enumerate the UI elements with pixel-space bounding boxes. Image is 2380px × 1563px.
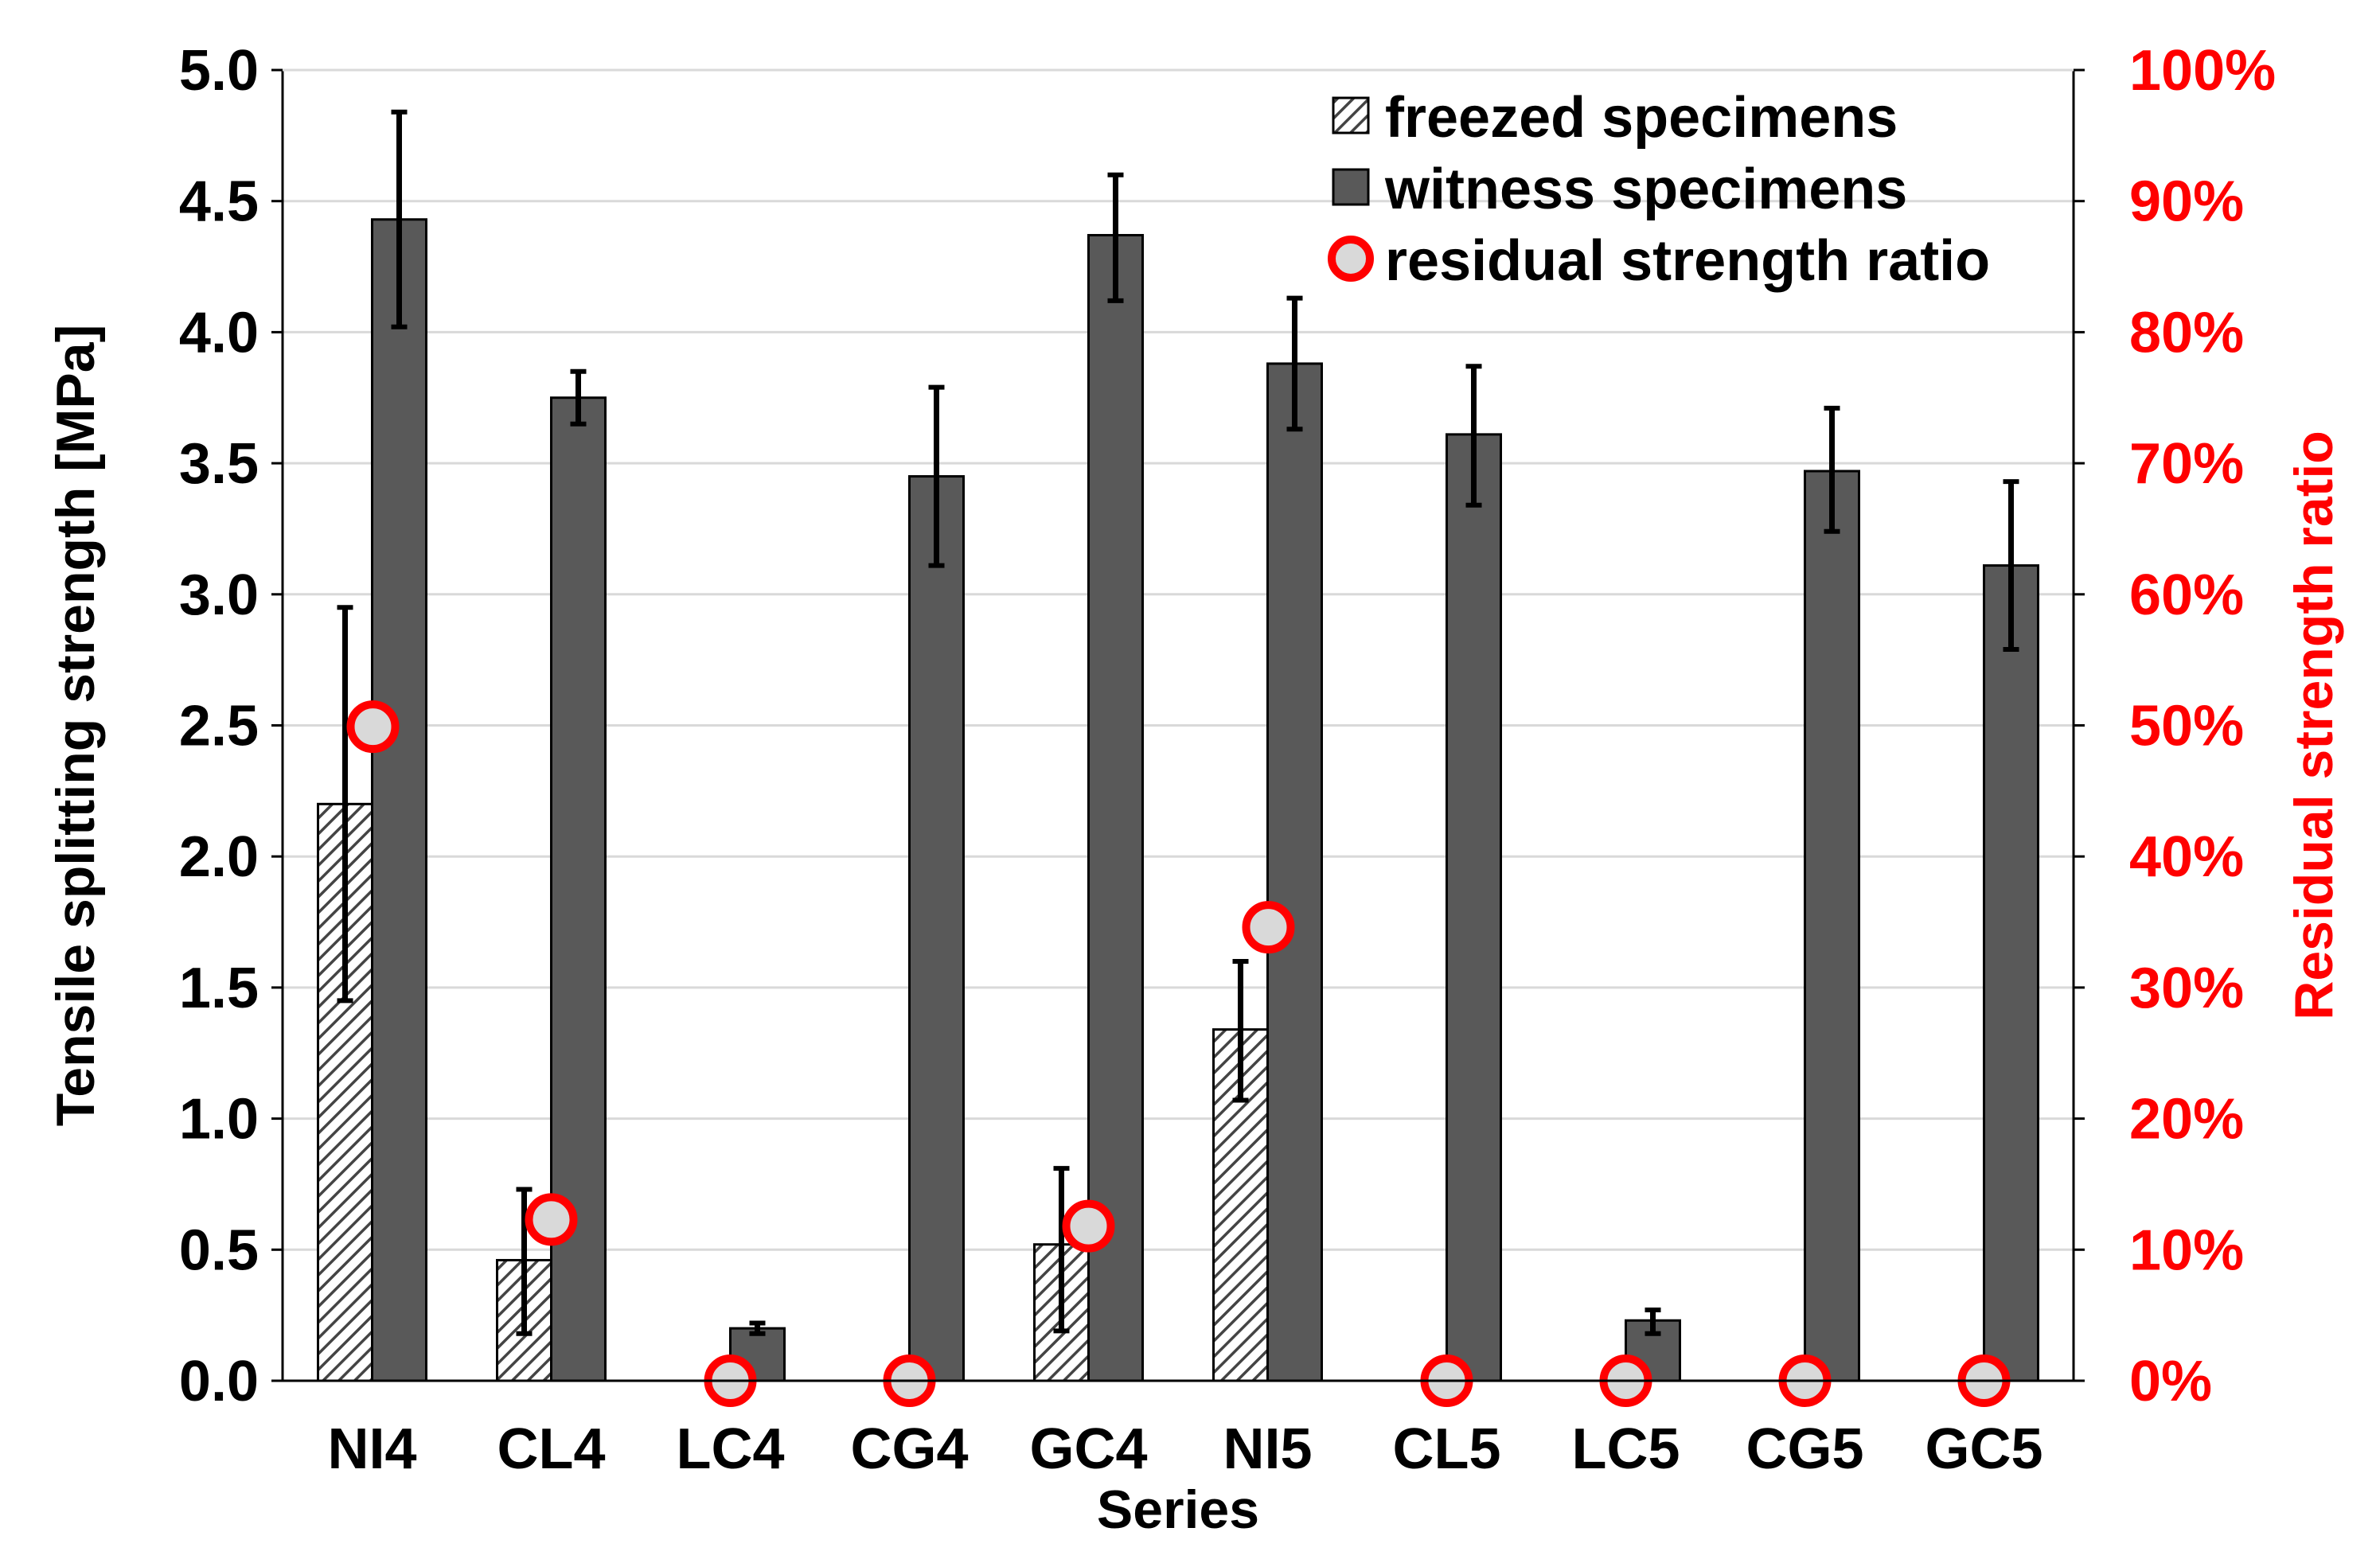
y2-tick-label: 70% [2129, 432, 2244, 496]
y2-axis-title: Residual strength ratio [2284, 431, 2344, 1020]
y2-tick-label: 10% [2129, 1218, 2244, 1282]
x-tick-label: CL4 [497, 1417, 605, 1481]
y-tick-label: 3.5 [179, 432, 259, 496]
legend-label-freezed: freezed specimens [1385, 86, 1898, 150]
y-axis-title: Tensile splitting strength [MPa] [45, 325, 106, 1126]
y2-tick-label: 0% [2129, 1350, 2212, 1413]
y2-tick-label: 30% [2129, 957, 2244, 1020]
x-tick-label: NI5 [1223, 1417, 1312, 1481]
legend-label-witness: witness specimens [1384, 158, 1907, 221]
legend-label-ratio: residual strength ratio [1385, 229, 1990, 293]
y2-tick-label: 50% [2129, 695, 2244, 758]
legend-swatch-witness [1332, 168, 1370, 206]
witness-bar [1266, 362, 1323, 1382]
y-tick-label: 0.0 [179, 1350, 259, 1413]
y-tick-label: 1.5 [179, 957, 259, 1020]
y-tick-label: 4.0 [179, 301, 259, 364]
y-tick-label: 2.5 [179, 695, 259, 758]
legend-swatch-freezed [1332, 96, 1370, 134]
x-tick-label: LC4 [676, 1417, 784, 1481]
axes: 0.0 0.5 1.0 1.5 2.0 2.5 3.0 3.5 4.0 4.5 5.0 0% 10% 20… [45, 39, 2344, 1540]
y2-tick-label: 40% [2129, 825, 2244, 889]
x-tick-label: CG4 [850, 1417, 968, 1481]
y2-tick-label: 60% [2129, 563, 2244, 627]
y-tick-label: 4.5 [179, 170, 259, 234]
ratio-marker [346, 700, 400, 754]
ratio-marker [1242, 901, 1295, 954]
y-tick-label: 0.5 [179, 1218, 259, 1282]
witness-bar [1087, 234, 1144, 1382]
x-tick-label: GC4 [1029, 1417, 1147, 1481]
y2-tick-label: 90% [2129, 170, 2244, 234]
x-tick-label: CL5 [1392, 1417, 1500, 1481]
legend: freezed specimens witness specimens residu… [1328, 86, 1990, 293]
y-tick-label: 3.0 [179, 563, 259, 627]
witness-bar [1446, 433, 1502, 1382]
ratio-marker [1062, 1199, 1115, 1253]
x-tick-label: CG5 [1746, 1417, 1863, 1481]
y2-tick-label: 100% [2129, 39, 2276, 103]
witness-bar [1804, 470, 1860, 1382]
witness-bar [1983, 564, 2039, 1382]
ratio-marker [525, 1193, 578, 1246]
x-tick-label: GC5 [1925, 1417, 2043, 1481]
y2-tick-label: 20% [2129, 1088, 2244, 1152]
x-tick-label: NI4 [327, 1417, 416, 1481]
y-tick-label: 2.0 [179, 825, 259, 889]
witness-bar [371, 218, 427, 1382]
legend-swatch-ratio [1328, 236, 1374, 282]
x-axis-title: Series [1097, 1479, 1259, 1540]
error-bars [337, 109, 2019, 1336]
witness-bar [908, 475, 965, 1382]
x-tick-label: LC5 [1571, 1417, 1680, 1481]
y-tick-label: 5.0 [179, 39, 259, 103]
y2-tick-label: 80% [2129, 301, 2244, 364]
y-tick-label: 1.0 [179, 1088, 259, 1152]
